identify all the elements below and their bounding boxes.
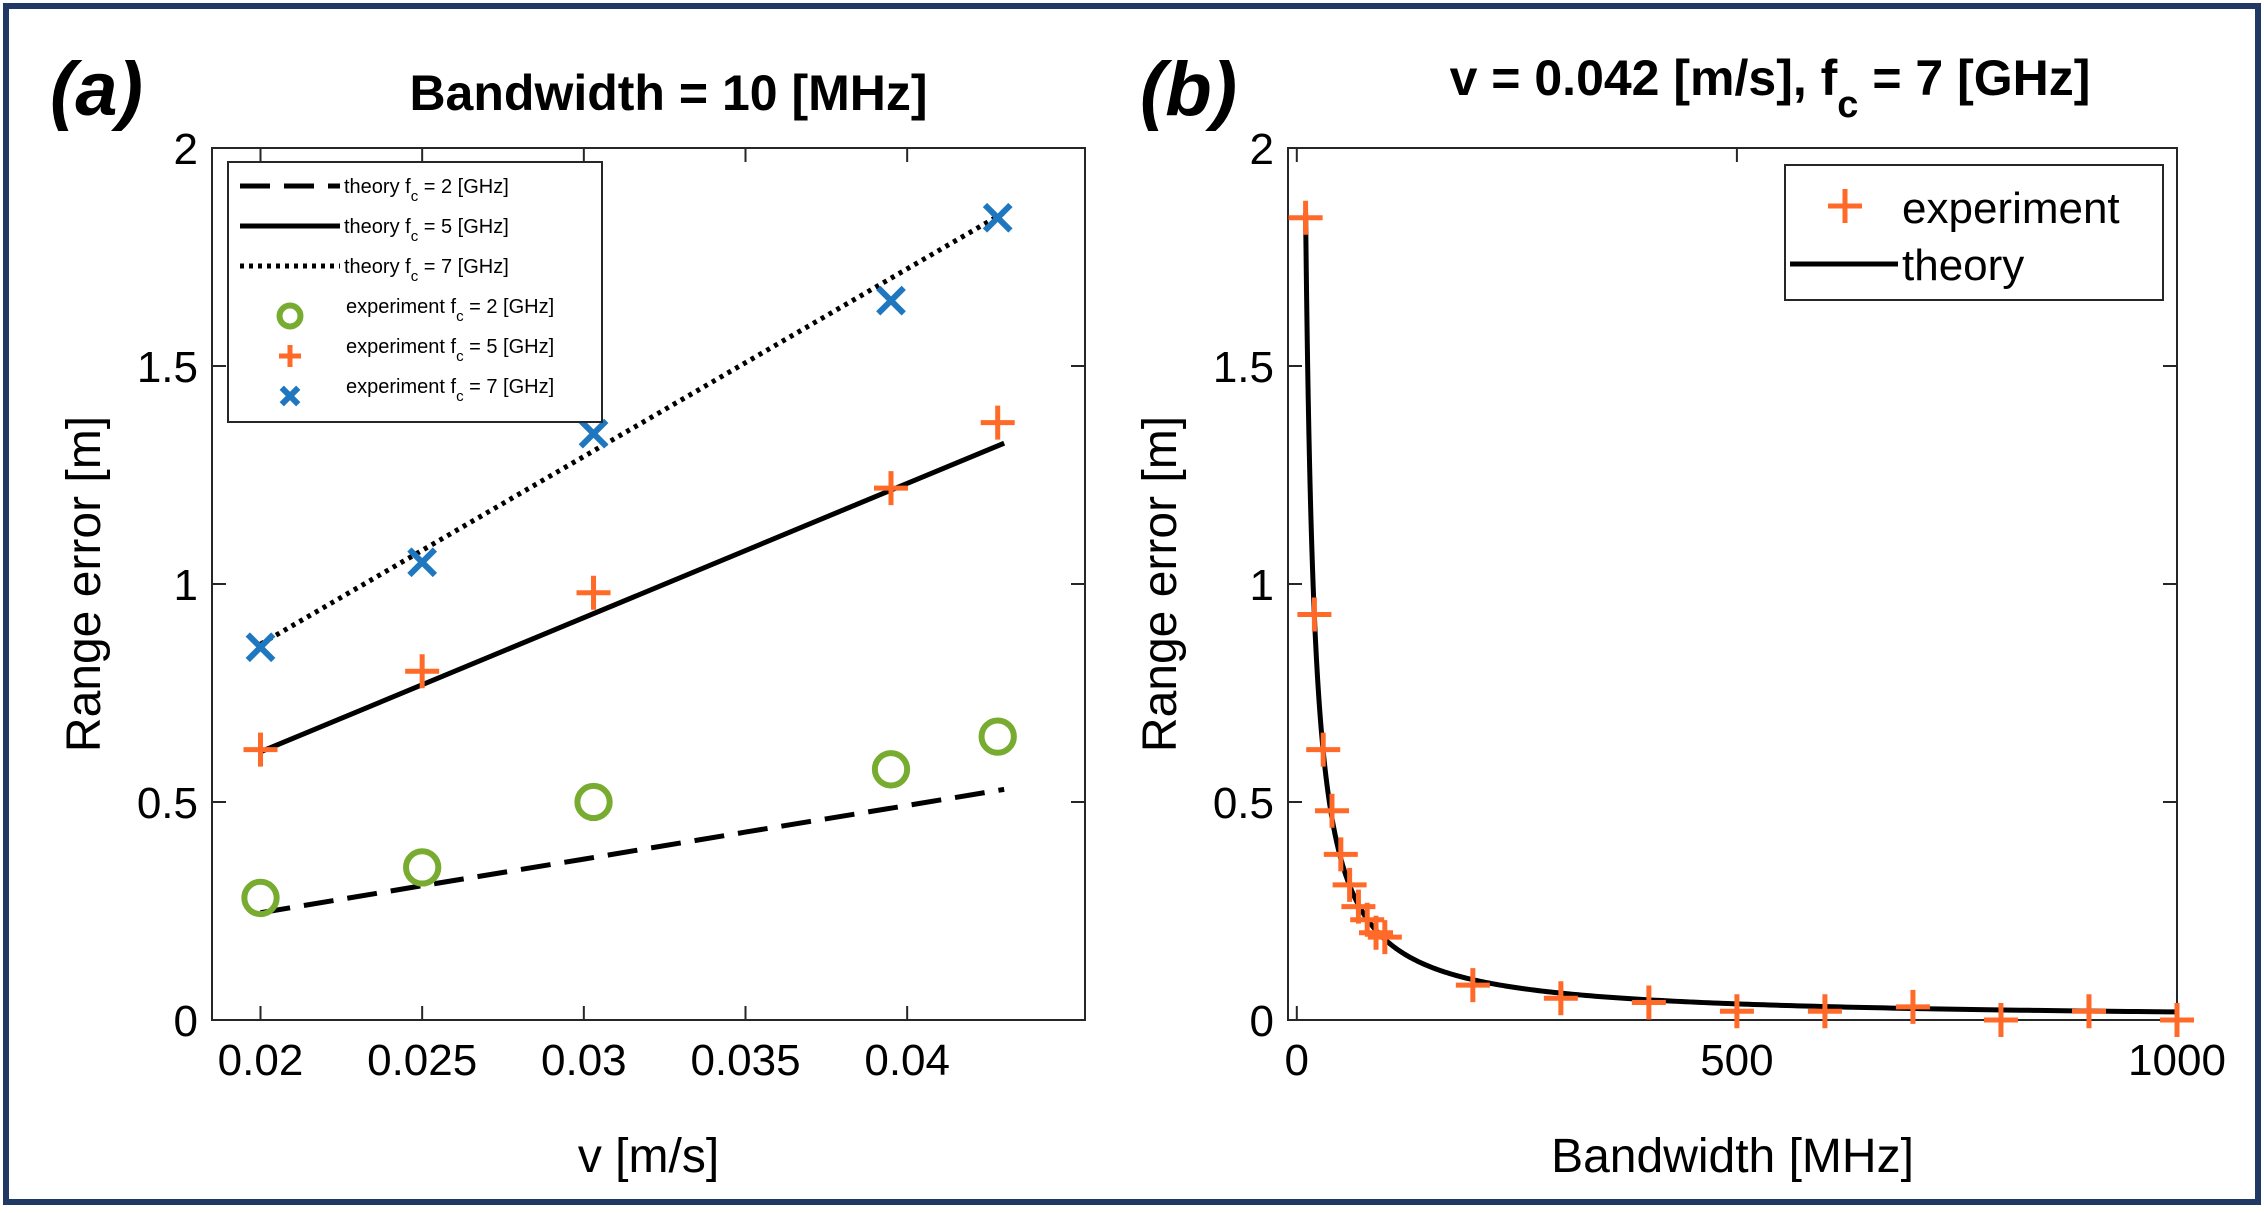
x-tick-label: 0.025: [367, 1036, 477, 1085]
legend-box: [1784, 164, 2164, 301]
y-tick-label: 2: [174, 125, 198, 174]
data-point: [1332, 867, 1367, 902]
panel-label: (a): [50, 47, 143, 132]
data-point: [1306, 732, 1341, 767]
data-point: [871, 750, 911, 789]
data-point: [245, 632, 276, 663]
legend-item: experiment fc = 2 [GHz]: [276, 296, 554, 330]
y-tick-label: 0: [1250, 997, 1274, 1046]
data-point: [241, 878, 280, 918]
data-point: [874, 471, 908, 506]
data-point: [1359, 915, 1394, 950]
legend: experiment theory: [1784, 164, 2164, 301]
legend-label: experiment fc = 5 [GHz]: [346, 336, 554, 365]
x-axis-label: v [m/s]: [578, 1130, 719, 1183]
y-axis-label: Range error [m]: [1134, 416, 1187, 752]
series-1: [259, 440, 1006, 755]
legend-label: experiment: [1902, 184, 2120, 233]
data-point: [1631, 985, 1666, 1020]
data-point: [1315, 793, 1350, 828]
data-point: [574, 782, 613, 822]
y-tick-label: 2: [1250, 125, 1274, 174]
y-tick-label: 1: [174, 561, 198, 610]
x-tick-label: 0: [1285, 1036, 1309, 1085]
y-tick-label: 0.5: [1213, 779, 1274, 828]
chart-title: v = 0.042 [m/s], fc = 7 [GHz]: [1450, 50, 2091, 126]
x-tick-label: 1000: [2128, 1036, 2226, 1085]
legend: theory fc = 2 [GHz] theory fc = 5 [GHz] th…: [227, 161, 603, 423]
data-point: [1288, 200, 1323, 235]
x-tick-label: 0.035: [690, 1036, 800, 1085]
data-point: [2160, 1003, 2194, 1037]
data-point: [982, 202, 1013, 233]
data-point: [1895, 989, 1930, 1024]
legend-label: experiment fc = 7 [GHz]: [346, 376, 554, 405]
legend-swatch: [279, 345, 301, 367]
series-experiment: [1288, 200, 2194, 1037]
data-point: [1297, 597, 1332, 632]
legend-label: theory fc = 2 [GHz]: [344, 176, 509, 205]
panel-label: (b): [1140, 47, 1237, 132]
x-tick-label: 0.04: [864, 1036, 950, 1085]
data-point: [1719, 994, 1754, 1029]
legend-label: theory: [1902, 241, 2024, 290]
legend-swatch: [1828, 189, 1862, 223]
panel-b: 0 500 1000 0 0.5 1 1.5 2 (b) v = 0.042 [m/s], fc …: [1134, 47, 2226, 1183]
legend-item: experiment: [1828, 184, 2120, 233]
x-tick-label: 0.02: [218, 1036, 304, 1085]
legend-swatch: [279, 385, 301, 407]
data-point: [1543, 981, 1578, 1016]
legend-item: theory: [1790, 241, 2024, 290]
legend-label: theory fc = 5 [GHz]: [344, 216, 509, 245]
legend-item: theory fc = 7 [GHz]: [240, 256, 509, 285]
legend-item: theory fc = 5 [GHz]: [240, 216, 509, 245]
y-tick-label: 1: [1250, 561, 1274, 610]
legend-label: theory fc = 7 [GHz]: [344, 256, 509, 285]
data-point: [403, 848, 442, 887]
theory-line: [260, 786, 1005, 916]
data-point: [876, 285, 906, 316]
chart-title: Bandwidth = 10 [MHz]: [409, 65, 927, 121]
panel-a: 0.02 0.025 0.03 0.035 0.04 0 0.5 1 1.5 2 (a) Bandwi…: [50, 47, 1086, 1183]
data-point: [2071, 994, 2106, 1029]
data-point: [1367, 920, 1402, 955]
series-0: [260, 786, 1005, 916]
legend-item: experiment fc = 7 [GHz]: [279, 376, 554, 407]
data-point: [1807, 994, 1842, 1029]
series-5: [245, 202, 1013, 663]
data-point: [576, 575, 611, 610]
legend-item: experiment fc = 5 [GHz]: [279, 336, 554, 367]
legend-swatch: [276, 302, 304, 330]
series-3: [241, 717, 1017, 918]
data-point: [407, 547, 438, 578]
data-point: [1455, 968, 1490, 1003]
y-tick-label: 1.5: [1213, 343, 1274, 392]
y-tick-label: 0.5: [137, 779, 198, 828]
y-tick-label: 0: [174, 997, 198, 1046]
data-point: [980, 405, 1015, 440]
y-axis-label: Range error [m]: [58, 416, 111, 752]
x-tick-label: 0.03: [541, 1036, 627, 1085]
x-axis-label: Bandwidth [MHz]: [1551, 1130, 1914, 1183]
data-point: [405, 654, 440, 689]
data-point: [978, 717, 1017, 756]
legend-box: [227, 161, 603, 423]
legend-label: experiment fc = 2 [GHz]: [346, 296, 554, 325]
data-point: [1983, 1003, 2018, 1037]
data-point: [243, 732, 278, 767]
y-tick-label: 1.5: [137, 343, 198, 392]
data-point: [578, 418, 609, 449]
theory-line: [259, 440, 1006, 755]
data-point: [1323, 837, 1358, 872]
series-4: [243, 405, 1015, 767]
x-tick-label: 500: [1700, 1036, 1773, 1085]
legend-item: theory fc = 2 [GHz]: [240, 176, 509, 205]
